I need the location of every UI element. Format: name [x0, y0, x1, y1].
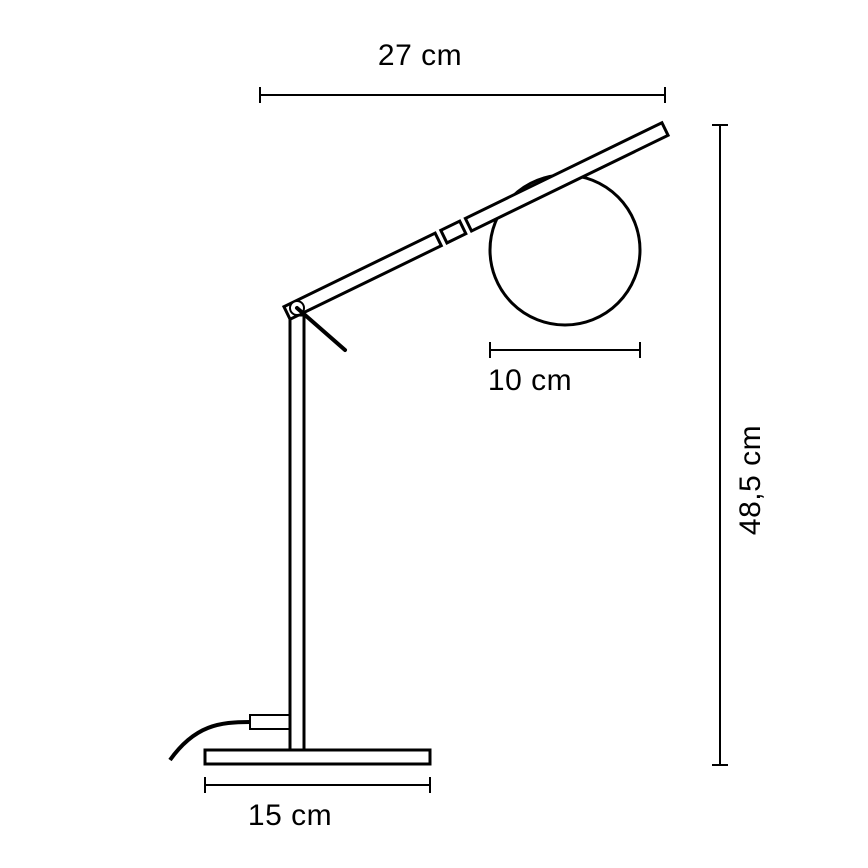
- arm-segment-0: [284, 233, 441, 319]
- dim-line-top: [260, 87, 665, 103]
- label-sphere: 10 cm: [488, 364, 572, 397]
- label-base: 15 cm: [248, 799, 332, 832]
- arm-segment-1: [441, 221, 466, 243]
- dim-line-base: [205, 777, 430, 793]
- dim-line-height: [712, 125, 728, 765]
- cord-connector: [250, 715, 290, 729]
- label-height: 48,5 cm: [734, 425, 767, 535]
- label-top: 27 cm: [378, 39, 462, 72]
- lamp-post: [290, 315, 304, 750]
- lamp-base: [205, 750, 430, 764]
- dim-line-sphere: [490, 342, 640, 358]
